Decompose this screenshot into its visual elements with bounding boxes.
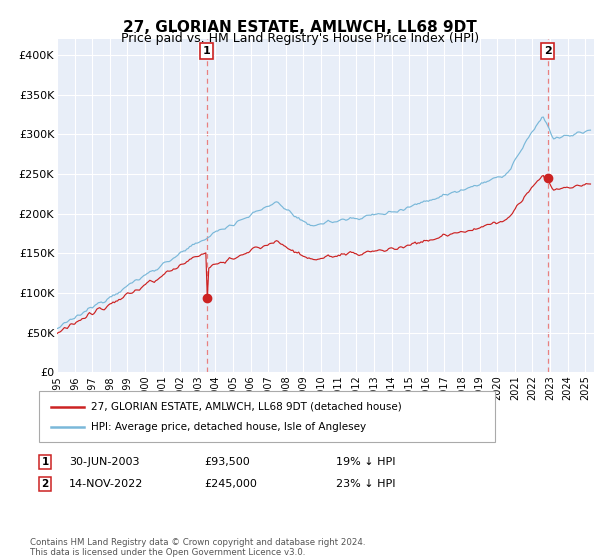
Text: Price paid vs. HM Land Registry's House Price Index (HPI): Price paid vs. HM Land Registry's House … — [121, 32, 479, 45]
Text: 23% ↓ HPI: 23% ↓ HPI — [336, 479, 395, 489]
Text: Contains HM Land Registry data © Crown copyright and database right 2024.
This d: Contains HM Land Registry data © Crown c… — [30, 538, 365, 557]
Text: 19% ↓ HPI: 19% ↓ HPI — [336, 457, 395, 467]
Text: £93,500: £93,500 — [204, 457, 250, 467]
Text: 2: 2 — [544, 46, 551, 56]
Text: 27, GLORIAN ESTATE, AMLWCH, LL68 9DT (detached house): 27, GLORIAN ESTATE, AMLWCH, LL68 9DT (de… — [91, 402, 402, 412]
Text: HPI: Average price, detached house, Isle of Anglesey: HPI: Average price, detached house, Isle… — [91, 422, 367, 432]
Text: 1: 1 — [41, 457, 49, 467]
Text: 1: 1 — [203, 46, 211, 56]
Text: 2: 2 — [41, 479, 49, 489]
Text: £245,000: £245,000 — [204, 479, 257, 489]
Text: 14-NOV-2022: 14-NOV-2022 — [69, 479, 143, 489]
Text: 30-JUN-2003: 30-JUN-2003 — [69, 457, 139, 467]
Text: 27, GLORIAN ESTATE, AMLWCH, LL68 9DT: 27, GLORIAN ESTATE, AMLWCH, LL68 9DT — [123, 20, 477, 35]
